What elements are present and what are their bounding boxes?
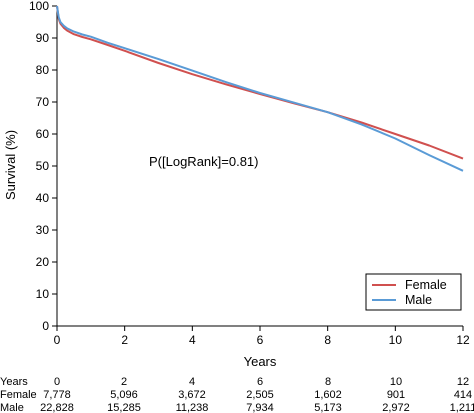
risk-cell: 15,285: [107, 402, 141, 413]
y-tick-label: 70: [36, 95, 50, 109]
risk-row-label: Male: [0, 402, 24, 413]
risk-cell: 2,505: [246, 389, 274, 401]
y-tick-label: 100: [29, 0, 49, 13]
risk-cell: 1,211: [450, 402, 474, 413]
risk-row-label: Female: [0, 389, 37, 401]
risk-cell: 2: [121, 376, 127, 388]
y-tick-label: 30: [36, 223, 50, 237]
x-tick-label: 8: [324, 333, 331, 347]
legend-label-male: Male: [405, 293, 432, 307]
axes: 0 10 20 30 40 50 60 70 80 90 100 0 2 4 6 8 10 12: [29, 0, 470, 347]
y-tick-label: 60: [36, 127, 50, 141]
risk-cell: 22,828: [40, 402, 74, 413]
y-tick-label: 20: [36, 255, 50, 269]
legend-box: [365, 273, 462, 311]
risk-cell: 8: [325, 376, 331, 388]
risk-table: Years 0 2 4 6 8 10 12 Female 7,778 5,096 3,672 2,505…: [0, 376, 474, 413]
x-tick-label: 2: [121, 333, 128, 347]
risk-cell: 12: [457, 376, 469, 388]
risk-cell: 7,934: [246, 402, 274, 413]
legend-label-female: Female: [405, 278, 447, 292]
y-axis-title: Survival (%): [3, 130, 18, 200]
series-line-male: [56, 5, 464, 172]
logrank-annotation: P([LogRank]=0.81): [149, 154, 258, 169]
risk-cell: 11,238: [176, 402, 209, 413]
risk-cell: 4: [189, 376, 195, 388]
risk-cell: 2,972: [382, 402, 410, 413]
y-tick-label: 90: [36, 31, 50, 45]
risk-cell: 7,778: [43, 389, 71, 401]
risk-cell: 3,672: [178, 389, 206, 401]
x-tick-label: 4: [189, 333, 196, 347]
risk-cell: 10: [390, 376, 402, 388]
y-tick-label: 80: [36, 63, 50, 77]
risk-row-label: Years: [0, 376, 28, 388]
y-tick-label: 40: [36, 191, 50, 205]
risk-cell: 5,096: [110, 389, 138, 401]
x-tick-label: 12: [456, 333, 470, 347]
risk-cell: 6: [257, 376, 263, 388]
risk-cell: 901: [387, 389, 405, 401]
risk-cell: 414: [454, 389, 472, 401]
risk-cell: 1,602: [314, 389, 342, 401]
y-tick-label: 50: [36, 159, 50, 173]
risk-cell: 5,173: [314, 402, 342, 413]
series-layer: [56, 5, 464, 172]
x-axis-title: Years: [244, 354, 277, 369]
y-tick-label: 10: [36, 287, 50, 301]
x-tick-label: 0: [54, 333, 61, 347]
series-line-female: [56, 5, 464, 160]
x-tick-label: 10: [389, 333, 403, 347]
y-tick-label: 0: [42, 319, 49, 333]
x-tick-label: 6: [257, 333, 264, 347]
risk-cell: 0: [54, 376, 60, 388]
